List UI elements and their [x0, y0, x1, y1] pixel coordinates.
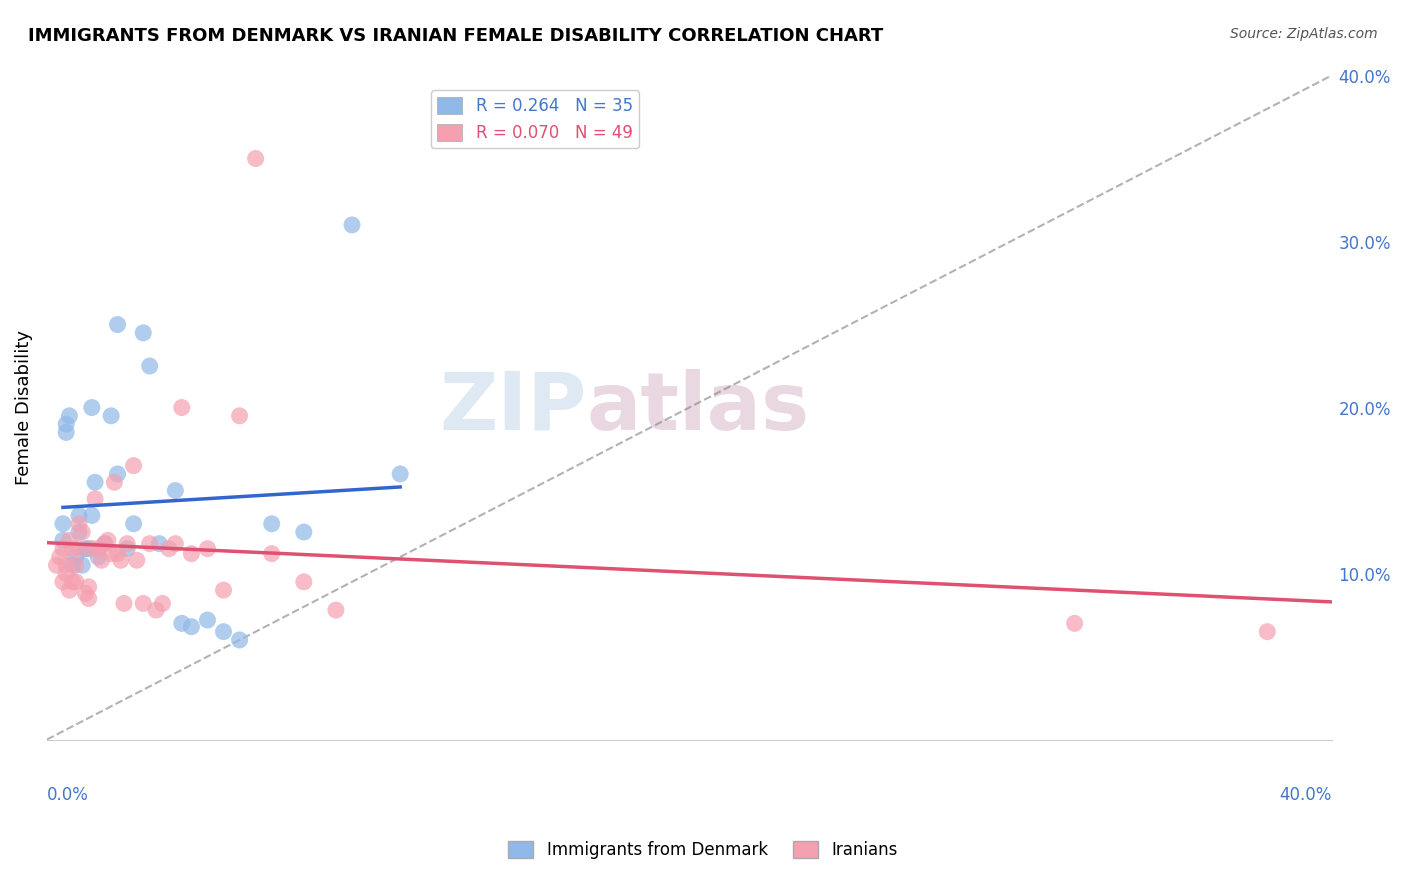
Point: [122, 516, 145, 531]
Point: [97, 533, 120, 548]
Point: [228, 409, 250, 423]
Point: [58, 409, 80, 423]
Point: [67, 541, 90, 556]
Point: [180, 620, 202, 634]
Legend: Immigrants from Denmark, Iranians: Immigrants from Denmark, Iranians: [502, 834, 904, 866]
Point: [87, 541, 110, 556]
Point: [80, 541, 103, 556]
Point: [65, 549, 87, 564]
Point: [152, 596, 174, 610]
Point: [45, 558, 67, 573]
Point: [112, 596, 135, 610]
Point: [58, 583, 80, 598]
Point: [170, 401, 193, 415]
Point: [70, 558, 93, 573]
Point: [55, 425, 77, 440]
Point: [90, 553, 112, 567]
Legend: R = 0.264   N = 35, R = 0.070   N = 49: R = 0.264 N = 35, R = 0.070 N = 49: [430, 90, 640, 148]
Point: [58, 533, 80, 548]
Point: [138, 536, 160, 550]
Point: [77, 541, 100, 556]
Point: [228, 632, 250, 647]
Point: [197, 613, 219, 627]
Point: [84, 475, 107, 490]
Point: [93, 536, 115, 550]
Point: [148, 536, 170, 550]
Point: [260, 516, 283, 531]
Point: [52, 533, 75, 548]
Point: [157, 541, 180, 556]
Point: [62, 541, 84, 556]
Point: [170, 616, 193, 631]
Point: [122, 458, 145, 473]
Point: [292, 524, 315, 539]
Point: [115, 536, 138, 550]
Point: [55, 566, 77, 581]
Point: [138, 359, 160, 373]
Point: [103, 475, 125, 490]
Point: [70, 524, 93, 539]
Text: 0.0%: 0.0%: [46, 786, 89, 804]
Point: [80, 508, 103, 523]
Point: [62, 574, 84, 589]
Point: [125, 553, 148, 567]
Point: [52, 516, 75, 531]
Point: [260, 547, 283, 561]
Point: [80, 401, 103, 415]
Point: [180, 547, 202, 561]
Point: [389, 467, 412, 481]
Point: [145, 603, 167, 617]
Point: [65, 574, 87, 589]
Point: [132, 596, 155, 610]
Point: [1256, 624, 1278, 639]
Point: [107, 318, 129, 332]
Point: [84, 491, 107, 506]
Point: [77, 580, 100, 594]
Point: [325, 603, 347, 617]
Point: [1063, 616, 1085, 631]
Text: ZIP: ZIP: [439, 368, 586, 447]
Point: [340, 218, 363, 232]
Point: [93, 536, 115, 550]
Point: [100, 547, 122, 561]
Point: [67, 516, 90, 531]
Point: [100, 409, 122, 423]
Point: [107, 547, 129, 561]
Point: [110, 553, 132, 567]
Point: [212, 624, 235, 639]
Text: atlas: atlas: [586, 368, 810, 447]
Text: Source: ZipAtlas.com: Source: ZipAtlas.com: [1230, 27, 1378, 41]
Point: [165, 483, 187, 498]
Point: [55, 558, 77, 573]
Text: 40.0%: 40.0%: [1279, 786, 1331, 804]
Point: [115, 541, 138, 556]
Point: [48, 549, 70, 564]
Point: [87, 549, 110, 564]
Y-axis label: Female Disability: Female Disability: [15, 330, 32, 485]
Point: [132, 326, 155, 340]
Point: [107, 467, 129, 481]
Point: [52, 574, 75, 589]
Point: [245, 152, 267, 166]
Point: [62, 558, 84, 573]
Point: [75, 586, 97, 600]
Point: [67, 524, 90, 539]
Point: [197, 541, 219, 556]
Text: IMMIGRANTS FROM DENMARK VS IRANIAN FEMALE DISABILITY CORRELATION CHART: IMMIGRANTS FROM DENMARK VS IRANIAN FEMAL…: [28, 27, 883, 45]
Point: [165, 536, 187, 550]
Point: [55, 417, 77, 431]
Point: [212, 583, 235, 598]
Point: [75, 541, 97, 556]
Point: [65, 558, 87, 573]
Point: [292, 574, 315, 589]
Point: [67, 508, 90, 523]
Point: [77, 591, 100, 606]
Point: [52, 541, 75, 556]
